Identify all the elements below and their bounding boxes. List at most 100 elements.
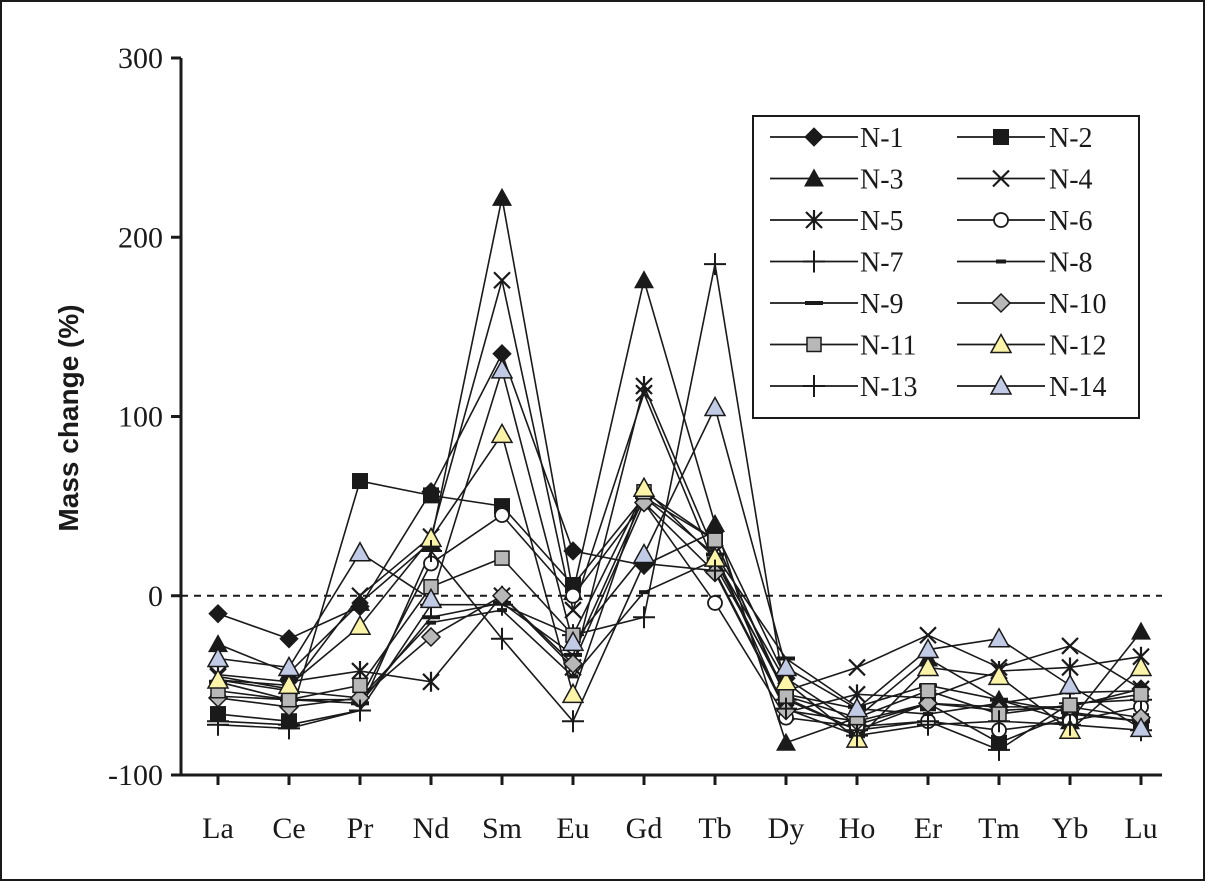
y-tick-label: 100 bbox=[118, 401, 163, 434]
data-point-marker bbox=[348, 541, 372, 562]
data-point-marker bbox=[917, 713, 939, 736]
data-point-marker bbox=[279, 629, 299, 649]
data-point-marker bbox=[705, 514, 725, 533]
data-point-marker bbox=[206, 668, 230, 689]
data-point-marker bbox=[988, 710, 1010, 733]
legend-box bbox=[752, 115, 1140, 419]
series-markers-n-13 bbox=[207, 539, 1152, 747]
data-point-marker bbox=[281, 691, 297, 708]
series-line-n-6 bbox=[217, 501, 1142, 731]
x-tick-label: Tb bbox=[698, 812, 731, 845]
legend-entry-n-12: N-12 bbox=[957, 331, 1107, 362]
data-point-marker bbox=[350, 592, 370, 611]
legend-entry-n-1: N-1 bbox=[770, 123, 904, 154]
x-tick-label: Sm bbox=[482, 812, 522, 845]
data-point-marker bbox=[988, 738, 1010, 761]
legend-entry-n-14: N-14 bbox=[957, 372, 1107, 403]
data-point-marker bbox=[987, 627, 1011, 648]
data-point-marker bbox=[917, 693, 939, 714]
data-point-marker bbox=[494, 507, 510, 523]
data-point-marker bbox=[562, 653, 584, 674]
legend-entry-n-3: N-3 bbox=[770, 165, 904, 196]
legend-entry-n-2: N-2 bbox=[957, 123, 1093, 154]
legend-entry-n-9: N-9 bbox=[770, 289, 904, 320]
data-point-marker bbox=[351, 586, 369, 605]
legend-label: N-10 bbox=[1049, 289, 1107, 320]
data-point-marker bbox=[776, 732, 796, 751]
x-tick-label: Ho bbox=[839, 812, 876, 845]
data-point-marker bbox=[1129, 716, 1153, 738]
x-tick-label: Eu bbox=[556, 812, 589, 845]
series-line-n-13 bbox=[217, 549, 1142, 737]
data-point-marker bbox=[993, 212, 1009, 228]
series-line-n-10 bbox=[217, 501, 1142, 723]
data-point-marker bbox=[277, 655, 301, 677]
data-point-marker bbox=[639, 590, 649, 595]
legend-entry-n-10: N-10 bbox=[957, 289, 1107, 320]
data-point-marker bbox=[422, 671, 440, 692]
series-line-n-7 bbox=[217, 263, 1142, 751]
data-point-marker bbox=[775, 697, 797, 720]
data-point-marker bbox=[920, 683, 936, 699]
data-point-marker bbox=[491, 627, 513, 650]
legend-entry-n-13: N-13 bbox=[770, 372, 918, 403]
legend: N-1 N-2 N-3 N-4 N-5 N-6 N-7 N-8 N-9 N-10 N-11 N-12 N… bbox=[752, 115, 1140, 419]
data-point-marker bbox=[704, 253, 726, 276]
legend-entry-n-4: N-4 bbox=[957, 165, 1093, 196]
data-point-marker bbox=[990, 697, 1008, 702]
data-point-marker bbox=[634, 270, 654, 289]
series-line-n-1 bbox=[217, 351, 1142, 726]
data-point-marker bbox=[493, 271, 511, 290]
x-tick-label: Tm bbox=[978, 812, 1020, 845]
data-point-marker bbox=[208, 603, 228, 624]
series-line-n-14 bbox=[217, 366, 1142, 730]
legend-label: N-1 bbox=[860, 123, 904, 154]
data-point-marker bbox=[845, 697, 869, 718]
data-point-marker bbox=[707, 532, 723, 548]
legend-label: N-13 bbox=[860, 372, 918, 403]
series-line-n-9 bbox=[217, 495, 1142, 723]
data-point-marker bbox=[703, 395, 727, 417]
data-point-marker bbox=[989, 332, 1013, 354]
legend-entry-n-5: N-5 bbox=[770, 206, 904, 237]
data-point-marker bbox=[774, 655, 798, 677]
legend-label: N-12 bbox=[1049, 331, 1107, 362]
data-point-marker bbox=[423, 487, 439, 504]
data-point-marker bbox=[805, 210, 823, 230]
legend-label: N-6 bbox=[1049, 206, 1093, 237]
data-point-marker bbox=[278, 717, 300, 740]
data-point-marker bbox=[707, 595, 723, 611]
y-tick-label: 300 bbox=[118, 42, 163, 75]
legend-label: N-4 bbox=[1049, 165, 1093, 196]
legend-entry-n-8: N-8 bbox=[957, 248, 1093, 279]
y-tick-label: 200 bbox=[118, 221, 163, 254]
legend-entry-n-6: N-6 bbox=[957, 206, 1093, 237]
data-point-marker bbox=[349, 699, 371, 722]
data-point-marker bbox=[497, 608, 507, 613]
series-line-n-12 bbox=[217, 432, 1142, 741]
data-point-marker bbox=[561, 682, 585, 704]
data-point-marker bbox=[987, 664, 1011, 686]
data-point-marker bbox=[206, 646, 230, 668]
series-line-n-3 bbox=[217, 197, 1142, 744]
x-tick-label: Nd bbox=[413, 812, 450, 845]
legend-label: N-3 bbox=[860, 165, 904, 196]
data-point-marker bbox=[632, 476, 656, 497]
data-point-marker bbox=[1059, 713, 1081, 736]
data-point-marker bbox=[1058, 673, 1082, 695]
data-point-marker bbox=[490, 422, 514, 444]
data-point-marker bbox=[1062, 697, 1078, 713]
data-point-marker bbox=[916, 655, 940, 677]
data-point-marker bbox=[348, 614, 372, 635]
y-tick-label: 0 bbox=[148, 580, 163, 613]
data-point-marker bbox=[1133, 686, 1149, 703]
legend-label: N-2 bbox=[1049, 123, 1093, 154]
x-tick-label: Ce bbox=[272, 812, 305, 845]
data-point-marker bbox=[564, 601, 582, 619]
x-tick-label: Er bbox=[914, 812, 942, 845]
data-point-marker bbox=[490, 358, 514, 379]
plot-area: 300 200 100 0 -100 La Ce Pr Nd Sm Eu Gd Tb Dy Ho Er Tm Yb… bbox=[108, 42, 1162, 845]
data-point-marker bbox=[803, 250, 825, 273]
